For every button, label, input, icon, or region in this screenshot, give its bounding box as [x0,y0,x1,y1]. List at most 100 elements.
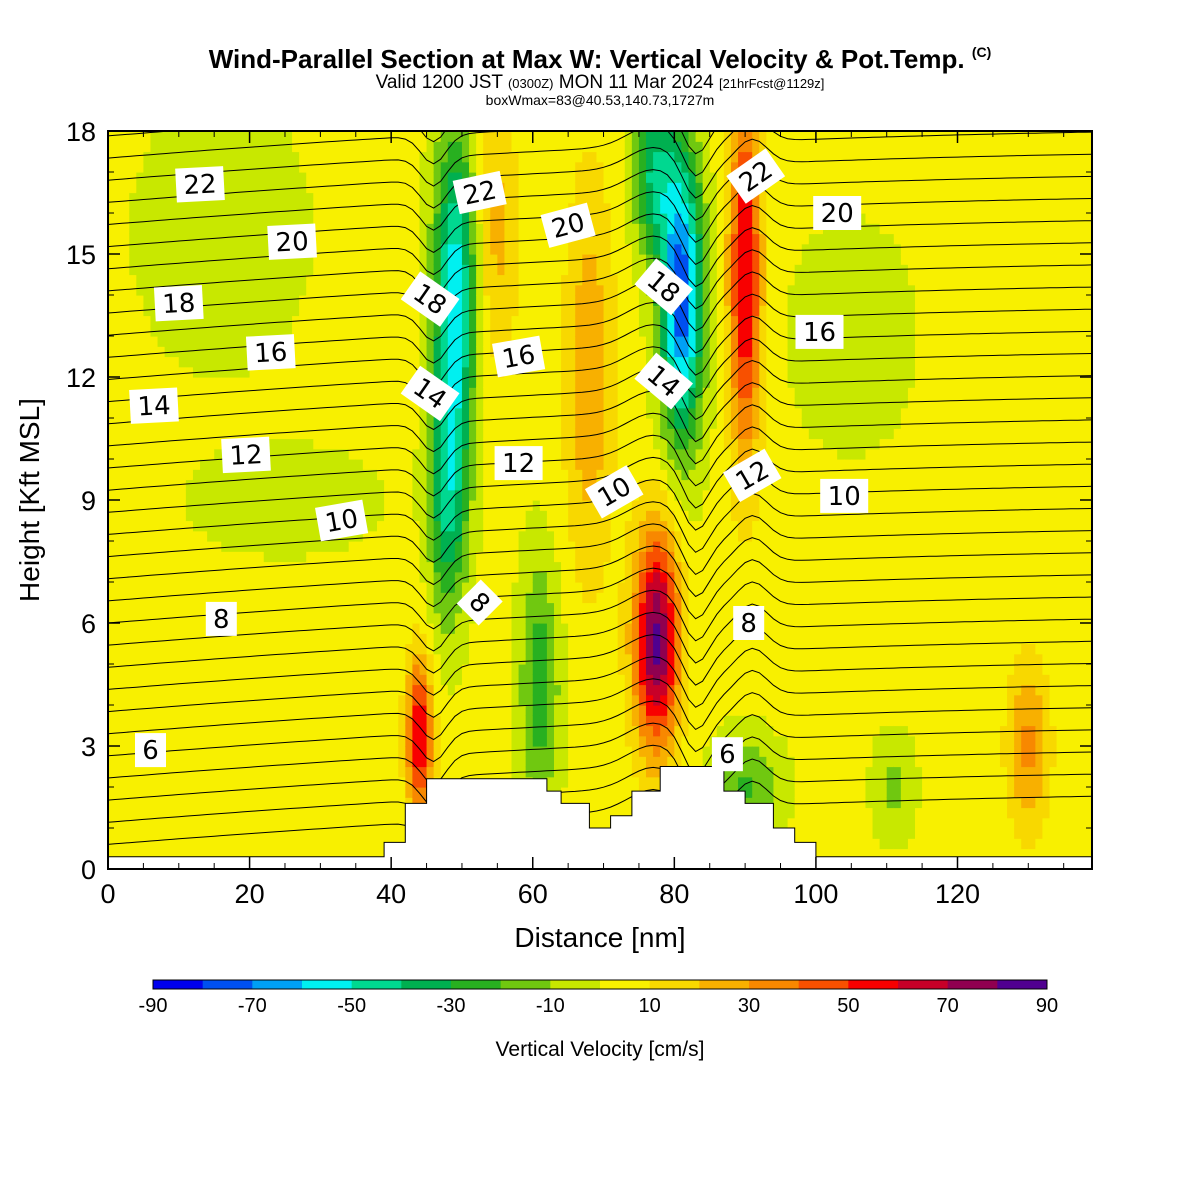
velocity-cell [221,223,229,235]
velocity-cell [292,602,300,614]
velocity-cell [256,766,265,778]
velocity-cell [355,582,364,593]
velocity-cell [200,428,208,440]
velocity-cell [553,776,562,788]
velocity-cell [178,807,187,819]
velocity-cell [235,387,244,399]
velocity-cell [214,233,222,245]
velocity-cell [207,684,215,696]
velocity-cell [461,387,470,399]
velocity-cell [143,694,152,706]
velocity-cell [228,356,237,368]
velocity-cell [178,602,187,614]
velocity-cell [299,817,307,829]
velocity-cell [582,233,590,245]
velocity-cell [433,336,442,347]
velocity-cell [469,407,477,419]
velocity-cell [108,715,116,727]
velocity-cell [270,264,279,276]
velocity-cell [348,243,357,255]
velocity-cell [490,397,498,409]
velocity-cell [377,223,385,235]
velocity-cell [129,510,137,522]
velocity-cell [596,715,605,727]
velocity-cell [419,633,428,645]
velocity-cell [561,407,569,419]
velocity-cell [348,612,357,624]
velocity-cell [561,254,569,265]
velocity-cell [568,489,576,501]
velocity-cell [546,397,555,409]
velocity-cell [164,469,173,481]
velocity-cell [157,141,166,153]
velocity-cell [122,551,130,563]
velocity-cell [249,213,258,224]
velocity-cell [256,151,265,163]
velocity-cell [122,213,130,224]
velocity-cell [277,448,286,460]
velocity-cell [568,161,576,173]
velocity-cell [447,469,456,481]
velocity-cell [589,141,598,153]
velocity-cell [207,377,215,388]
velocity-cell [483,356,491,368]
velocity-cell [292,202,300,214]
velocity-cell [341,694,350,706]
velocity-cell [469,366,477,378]
velocity-cell [277,817,286,829]
velocity-cell [221,715,229,727]
velocity-cell [561,438,569,450]
velocity-cell [150,551,159,563]
velocity-cell [207,438,215,450]
velocity-cell [426,541,435,552]
velocity-cell [171,141,180,153]
velocity-cell [306,192,314,204]
velocity-cell [511,571,520,583]
velocity-cell [539,202,548,214]
velocity-cell [419,541,428,552]
velocity-cell [192,141,201,153]
velocity-cell [539,520,548,532]
velocity-cell [419,787,428,798]
velocity-cell [362,223,371,235]
velocity-cell [561,448,569,460]
velocity-cell [355,459,364,470]
velocity-cell [483,633,491,645]
velocity-cell [546,243,555,255]
velocity-cell [221,295,229,306]
velocity-cell [108,192,116,204]
velocity-cell [341,254,350,265]
velocity-cell [277,377,286,388]
velocity-cell [490,705,498,716]
velocity-cell [136,520,144,532]
velocity-cell [178,633,187,645]
velocity-cell [355,469,364,481]
velocity-cell [164,541,173,552]
velocity-cell [426,766,435,778]
velocity-cell [369,664,378,675]
velocity-cell [469,520,477,532]
velocity-cell [263,807,272,819]
velocity-cell [377,428,385,440]
velocity-cell [469,315,477,327]
velocity-cell [461,418,470,429]
velocity-cell [200,848,208,860]
velocity-cell [461,541,470,552]
velocity-cell [412,315,421,327]
velocity-cell [405,776,413,788]
velocity-cell [334,233,343,245]
velocity-cell [384,377,392,388]
velocity-cell [327,571,336,583]
velocity-cell [589,233,598,245]
velocity-cell [263,366,272,378]
velocity-cell [384,746,392,757]
velocity-cell [299,387,307,399]
velocity-cell [561,797,569,809]
velocity-cell [157,418,166,429]
velocity-cell [263,243,272,255]
velocity-cell [164,448,173,460]
velocity-cell [235,766,244,778]
velocity-cell [575,571,583,583]
velocity-cell [171,510,180,522]
velocity-cell [263,838,272,850]
